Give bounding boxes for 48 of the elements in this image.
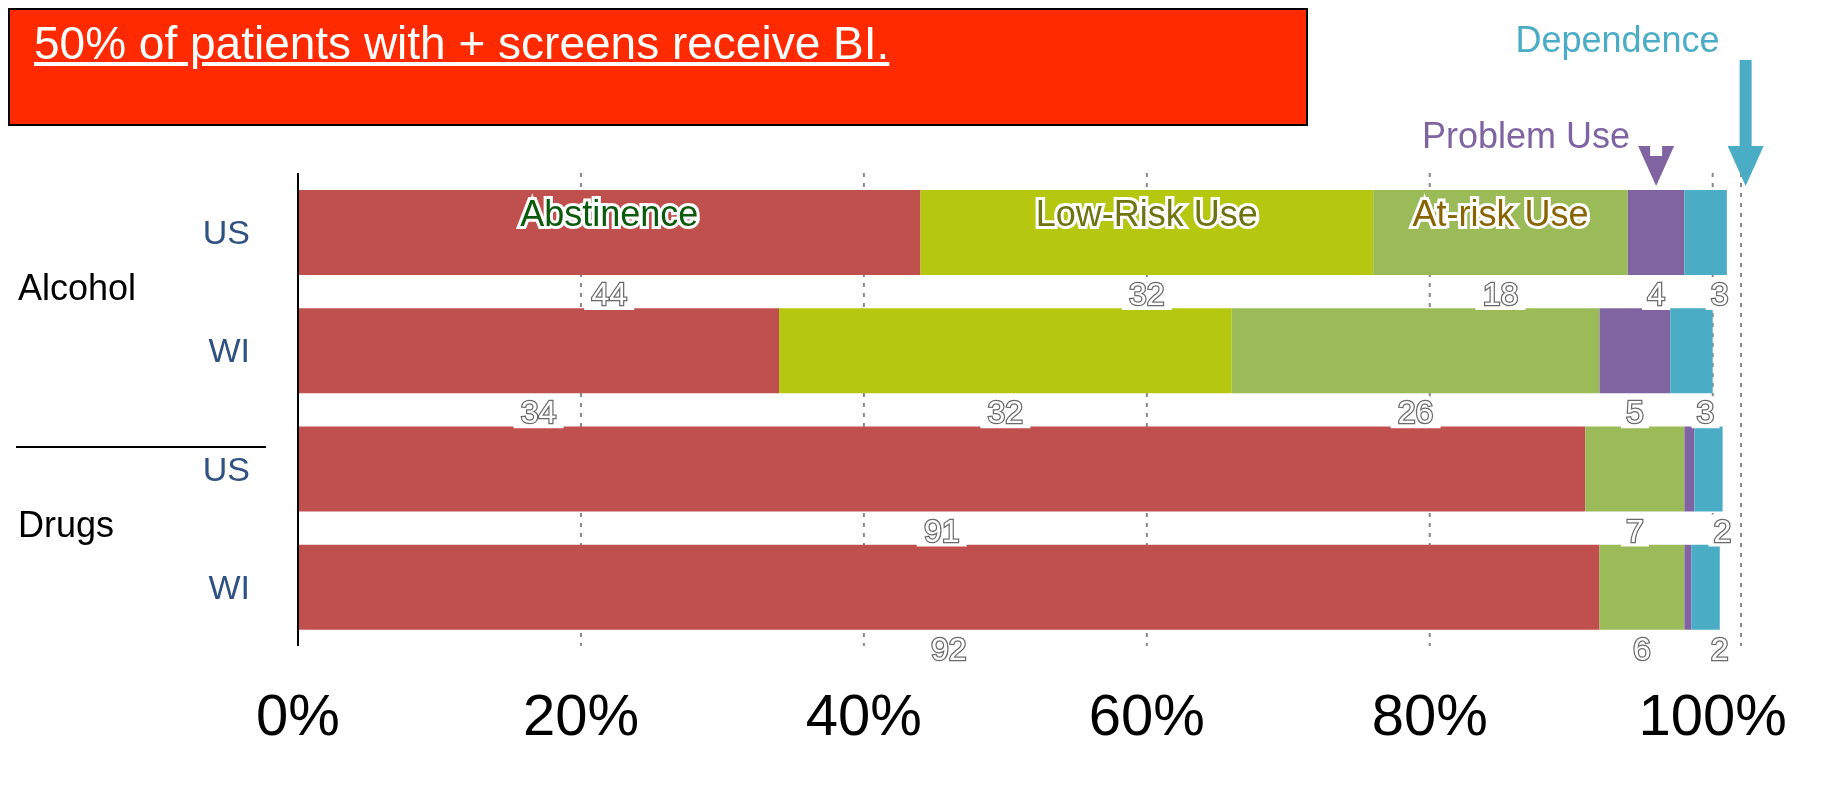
x-tick-label: 100% [1638,682,1787,748]
series-label: At-risk Use [1412,193,1589,234]
bar [1627,190,1685,275]
series-label: Problem Use [1422,115,1631,156]
bar [779,308,1232,394]
x-tick-label: 60% [1088,682,1205,748]
text: Alcohol [18,267,137,310]
y-tick-label: WI [208,331,250,370]
data-label: 7 [1626,512,1644,549]
data-label: 92 [930,630,967,667]
series-label: Low-Risk Use [1035,193,1258,234]
data-label: 18 [1482,276,1519,312]
bar [298,190,921,275]
chart-title: 50% of patients with + screens receive BI. [8,8,1308,126]
data-label: 2 [1713,512,1732,549]
x-tick-label: 80% [1371,682,1488,748]
data-label: 32 [1129,276,1165,312]
y-tick-label: WI [208,567,250,606]
data-label: 4 [1647,276,1666,312]
bar [1691,544,1720,630]
bar [1585,426,1685,512]
bar [298,544,1600,630]
text: Drugs [18,503,115,546]
x-tick-label: 40% [805,682,922,748]
y-tick-label: US [202,213,250,252]
bar [1599,308,1671,394]
data-label: 91 [923,512,960,549]
x-tick-label: 0% [256,682,340,748]
bar [1684,190,1727,275]
text: Dependence [1515,19,1720,60]
data-label: 26 [1397,394,1434,431]
bar [1599,544,1685,630]
data-label: 2 [1710,630,1729,667]
data-label: 5 [1626,394,1644,431]
series-label: Abstinence [520,193,699,234]
bar [1684,544,1692,630]
x-tick-label: 20% [522,682,639,748]
bar [298,426,1586,512]
data-label: 6 [1633,630,1651,667]
bar [1684,426,1695,512]
bar [298,308,779,394]
data-label: 3 [1696,394,1715,431]
data-label: 3 [1710,276,1729,312]
data-label: 44 [591,276,628,312]
bar [1231,308,1600,394]
data-label: 32 [987,394,1024,431]
y-tick-label: US [202,449,250,488]
data-label: 34 [520,394,557,431]
